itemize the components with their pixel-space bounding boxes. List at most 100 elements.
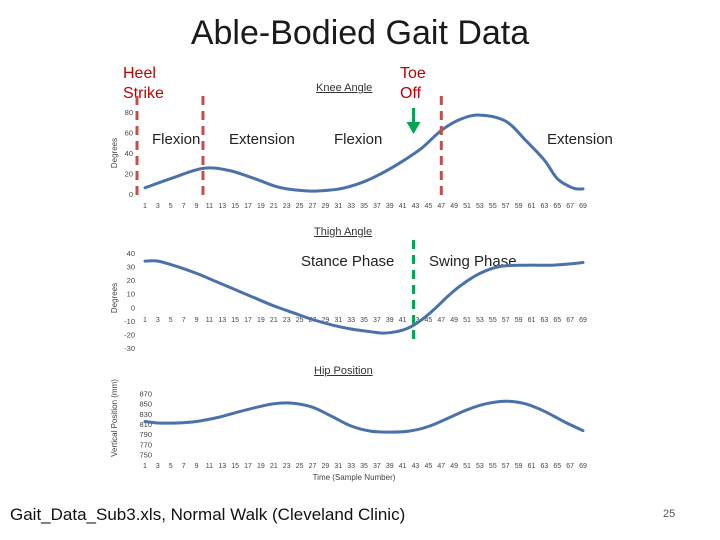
thigh-xtick-label: 9 bbox=[195, 317, 199, 324]
toe-off-line-1: Toe bbox=[400, 65, 426, 82]
thigh-xtick-label: 45 bbox=[425, 317, 433, 324]
knee-ylabel: Degrees bbox=[110, 138, 119, 168]
thigh-xtick-label: 51 bbox=[463, 317, 471, 324]
knee-xtick-label: 31 bbox=[334, 203, 342, 210]
hip-ytick-label: 830 bbox=[139, 410, 152, 419]
thigh-ytick-label: 0 bbox=[131, 303, 135, 312]
thigh-xtick-label: 37 bbox=[373, 317, 381, 324]
thigh-ytick-label: 20 bbox=[127, 276, 135, 285]
hip-ytick-label: 870 bbox=[139, 390, 152, 399]
thigh-xtick-label: 69 bbox=[579, 317, 587, 324]
slide-number: 25 bbox=[663, 508, 676, 520]
hip-xtick-label: 7 bbox=[182, 463, 186, 470]
knee-xtick-label: 63 bbox=[540, 203, 548, 210]
hip-xtick-label: 67 bbox=[566, 463, 574, 470]
knee-xtick-label: 17 bbox=[244, 203, 252, 210]
heel-strike-line-2: Strike bbox=[123, 85, 164, 102]
knee-extension-label-1: Extension bbox=[229, 131, 295, 148]
thigh-ylabel: Degrees bbox=[110, 283, 119, 313]
thigh-xtick-label: 19 bbox=[257, 317, 265, 324]
hip-ytick-label: 810 bbox=[139, 420, 152, 429]
knee-xtick-label: 21 bbox=[270, 203, 278, 210]
knee-xtick-label: 53 bbox=[476, 203, 484, 210]
toe-off-arrow-head bbox=[406, 122, 421, 134]
hip-xtick-label: 17 bbox=[244, 463, 252, 470]
knee-xtick-label: 67 bbox=[566, 203, 574, 210]
knee-xtick-label: 33 bbox=[347, 203, 355, 210]
knee-xtick-label: 1 bbox=[143, 203, 147, 210]
knee-xtick-label: 39 bbox=[386, 203, 394, 210]
hip-xtick-label: 49 bbox=[450, 463, 458, 470]
knee-xtick-label: 59 bbox=[515, 203, 523, 210]
hip-xtick-label: 19 bbox=[257, 463, 265, 470]
knee-series-line bbox=[143, 113, 585, 193]
thigh-xtick-label: 1 bbox=[143, 317, 147, 324]
knee-xtick-label: 5 bbox=[169, 203, 173, 210]
hip-xtick-label: 15 bbox=[231, 463, 239, 470]
hip-xtick-label: 9 bbox=[195, 463, 199, 470]
thigh-xtick-label: 13 bbox=[218, 317, 226, 324]
knee-xtick-label: 47 bbox=[437, 203, 445, 210]
thigh-ytick-label: -20 bbox=[124, 330, 135, 339]
knee-xtick-label: 35 bbox=[360, 203, 368, 210]
thigh-xtick-label: 49 bbox=[450, 317, 458, 324]
thigh-xtick-label: 53 bbox=[476, 317, 484, 324]
thigh-xtick-label: 11 bbox=[206, 317, 213, 324]
thigh-xtick-label: 59 bbox=[515, 317, 523, 324]
thigh-ytick-label: 40 bbox=[127, 249, 135, 258]
hip-ytick-label: 850 bbox=[139, 400, 152, 409]
knee-xtick-label: 57 bbox=[502, 203, 510, 210]
knee-ytick-label: 40 bbox=[125, 149, 133, 158]
hip-xtick-label: 1 bbox=[143, 463, 147, 470]
hip-xtick-label: 11 bbox=[206, 463, 213, 470]
thigh-xtick-label: 7 bbox=[182, 317, 186, 324]
hip-xtick-label: 25 bbox=[296, 463, 304, 470]
thigh-xtick-label: 67 bbox=[566, 317, 574, 324]
knee-xtick-label: 11 bbox=[206, 203, 213, 210]
hip-xtick-label: 61 bbox=[528, 463, 536, 470]
hip-xtick-label: 39 bbox=[386, 463, 394, 470]
hip-chart-title: Hip Position bbox=[314, 365, 373, 377]
hip-ytick-label: 790 bbox=[139, 430, 152, 439]
hip-xtick-label: 63 bbox=[540, 463, 548, 470]
hip-ytick-label: 750 bbox=[139, 450, 152, 459]
knee-xtick-label: 23 bbox=[283, 203, 291, 210]
hip-xtick-label: 3 bbox=[156, 463, 160, 470]
knee-xtick-label: 41 bbox=[399, 203, 407, 210]
thigh-xtick-label: 35 bbox=[360, 317, 368, 324]
knee-flexion-label-1: Flexion bbox=[152, 131, 201, 148]
thigh-xtick-label: 57 bbox=[502, 317, 510, 324]
hip-ytick-label: 770 bbox=[139, 440, 152, 449]
knee-ytick-label: 0 bbox=[129, 190, 133, 199]
thigh-xtick-label: 39 bbox=[386, 317, 394, 324]
knee-xtick-label: 43 bbox=[412, 203, 420, 210]
thigh-ytick-label: -10 bbox=[124, 317, 135, 326]
thigh-xtick-label: 33 bbox=[347, 317, 355, 324]
hip-xtick-label: 65 bbox=[553, 463, 561, 470]
hip-xtick-label: 53 bbox=[476, 463, 484, 470]
knee-xtick-label: 65 bbox=[553, 203, 561, 210]
footer-source: Gait_Data_Sub3.xls, Normal Walk (Clevela… bbox=[10, 505, 406, 524]
hip-xtick-label: 21 bbox=[270, 463, 278, 470]
hip-xtick-label: 45 bbox=[425, 463, 433, 470]
thigh-xtick-label: 3 bbox=[156, 317, 160, 324]
thigh-xtick-label: 63 bbox=[540, 317, 548, 324]
toe-off-line-2: Off bbox=[400, 85, 422, 102]
thigh-xtick-label: 5 bbox=[169, 317, 173, 324]
thigh-xtick-label: 31 bbox=[334, 317, 342, 324]
hip-xtick-label: 69 bbox=[579, 463, 587, 470]
knee-xtick-label: 37 bbox=[373, 203, 381, 210]
hip-ylabel: Vertical Position (mm) bbox=[110, 379, 119, 457]
knee-xtick-label: 29 bbox=[321, 203, 329, 210]
hip-xtick-label: 27 bbox=[309, 463, 317, 470]
thigh-xtick-label: 25 bbox=[296, 317, 304, 324]
hip-xtick-label: 35 bbox=[360, 463, 368, 470]
knee-xtick-label: 55 bbox=[489, 203, 497, 210]
knee-flexion-label-2: Flexion bbox=[334, 131, 383, 148]
knee-xtick-label: 45 bbox=[425, 203, 433, 210]
knee-ytick-label: 60 bbox=[125, 129, 133, 138]
stance-phase-label: Stance Phase bbox=[301, 253, 395, 270]
thigh-ytick-label: 10 bbox=[127, 290, 135, 299]
hip-xtick-label: 59 bbox=[515, 463, 523, 470]
hip-xtick-label: 55 bbox=[489, 463, 497, 470]
